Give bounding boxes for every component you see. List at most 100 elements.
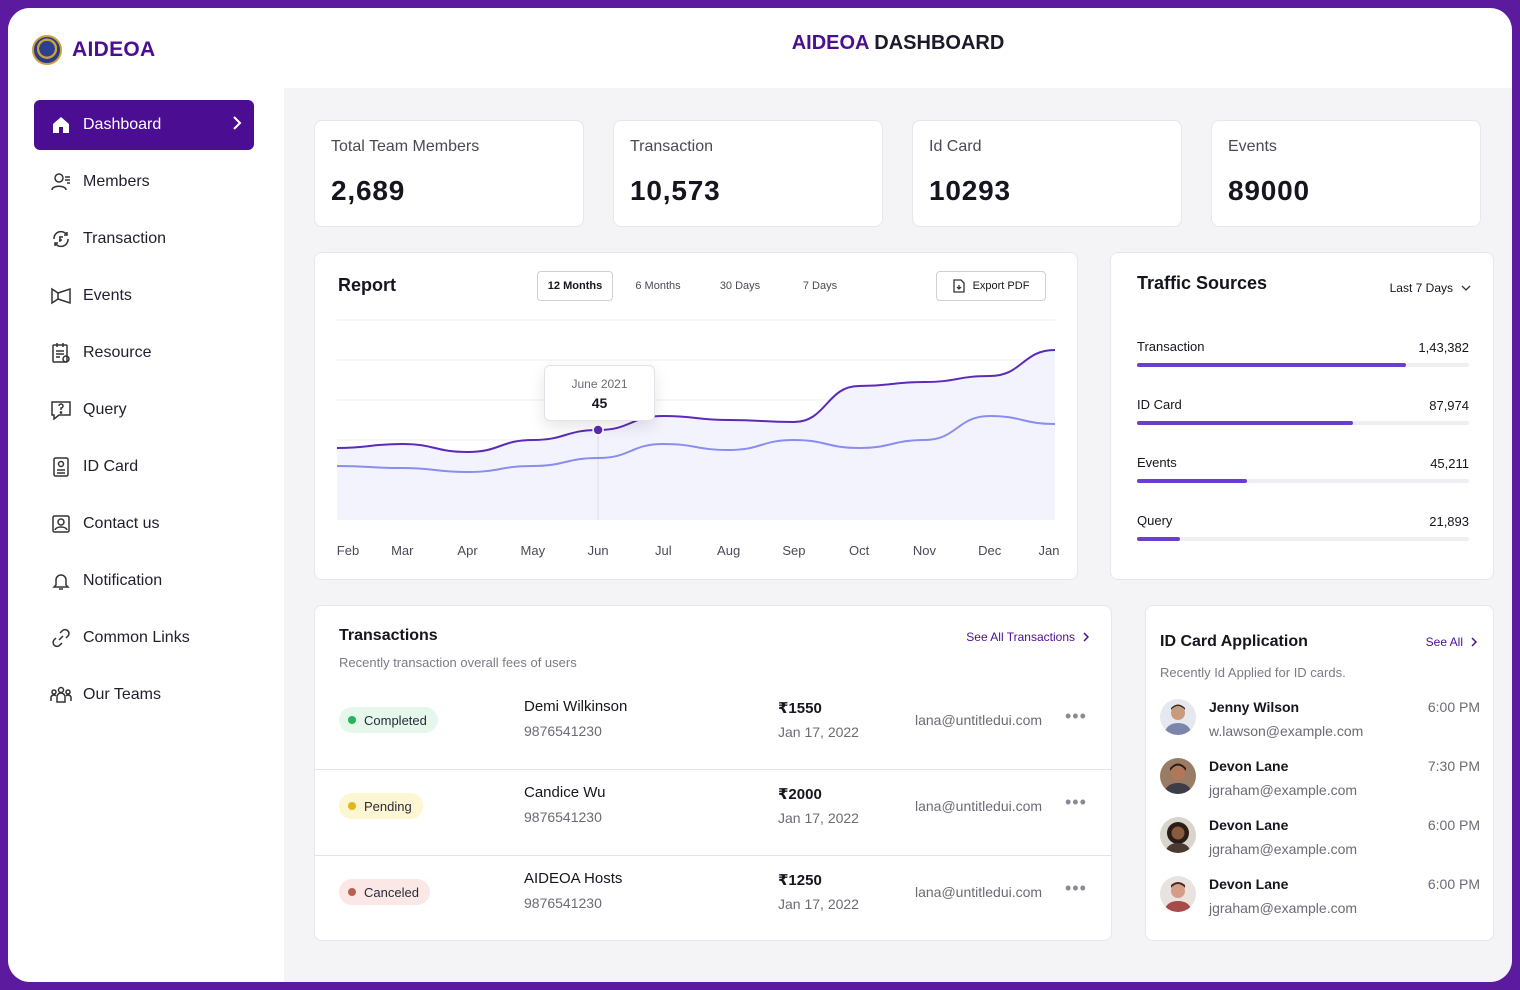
tx-amount: ₹2000 <box>778 786 822 803</box>
list-item[interactable]: Devon Lane jgraham@example.com 6:00 PM <box>1160 876 1480 926</box>
sidebar-item-label: Contact us <box>83 515 160 532</box>
sidebar-item-label: Events <box>83 287 132 304</box>
sidebar-item-id-card[interactable]: ID Card <box>34 442 254 492</box>
table-row[interactable]: Canceled AIDEOA Hosts 9876541230 ₹1250 J… <box>315 856 1111 942</box>
bell-icon <box>50 570 72 592</box>
stat-card-transaction[interactable]: Transaction 10,573 <box>613 120 883 227</box>
applicant-email: jgraham@example.com <box>1209 782 1358 798</box>
avatar <box>1160 699 1196 735</box>
tab-30-days[interactable]: 30 Days <box>719 280 761 292</box>
id-card-title: ID Card Application <box>1160 633 1308 650</box>
status-label: Pending <box>364 798 412 814</box>
tx-name: Candice Wu <box>524 784 606 801</box>
stat-card-events[interactable]: Events 89000 <box>1211 120 1481 227</box>
tx-name: Demi Wilkinson <box>524 698 628 715</box>
chart-series-line-a <box>336 349 1056 454</box>
see-all-id-cards-link[interactable]: See All <box>1426 635 1477 649</box>
app-window: AIDEOA Dashboard Members <box>8 8 1512 982</box>
page-title: AIDEOA DASHBOARD <box>284 32 1512 55</box>
see-all-label: See All <box>1425 635 1463 649</box>
sidebar-item-contact-us[interactable]: Contact us <box>34 499 254 549</box>
sidebar-item-resource[interactable]: Resource <box>34 328 254 378</box>
report-line-chart[interactable] <box>315 253 1079 581</box>
tx-date: Jan 17, 2022 <box>778 810 859 826</box>
traffic-bar-fill <box>1137 537 1181 541</box>
chevron-right-icon <box>1083 632 1089 642</box>
sidebar-item-common-links[interactable]: Common Links <box>34 613 254 663</box>
members-icon <box>50 171 72 193</box>
list-item[interactable]: Jenny Wilson w.lawson@example.com 6:00 P… <box>1160 699 1480 749</box>
list-item[interactable]: Devon Lane jgraham@example.com 6:00 PM <box>1160 817 1480 867</box>
more-options-icon[interactable]: ••• <box>1065 878 1087 898</box>
traffic-value: 87,974 <box>1429 398 1469 413</box>
stat-value: 2,689 <box>331 175 406 206</box>
logo[interactable]: AIDEOA <box>32 35 155 65</box>
more-options-icon[interactable]: ••• <box>1065 706 1087 726</box>
tx-phone: 9876541230 <box>524 895 602 911</box>
applicant-name: Devon Lane <box>1209 876 1289 892</box>
tx-amount: ₹1550 <box>778 700 822 717</box>
traffic-value: 45,211 <box>1430 456 1469 471</box>
megaphone-icon <box>50 285 72 307</box>
traffic-label: Events <box>1137 455 1177 470</box>
traffic-bar-fill <box>1137 363 1406 367</box>
stat-card-members[interactable]: Total Team Members 2,689 <box>314 120 584 227</box>
tx-email: lana@untitledui.com <box>915 798 1043 814</box>
sidebar-item-label: Our Teams <box>83 686 161 703</box>
stat-card-id-card[interactable]: Id Card 10293 <box>912 120 1182 227</box>
tooltip-value: 45 <box>591 395 608 411</box>
resource-icon <box>50 342 72 364</box>
logo-text: AIDEOA <box>72 38 156 61</box>
chart-highlight-point[interactable] <box>592 424 604 436</box>
chevron-down-icon <box>1461 285 1471 291</box>
report-title: Report <box>338 275 396 295</box>
status-dot <box>348 716 356 724</box>
traffic-value: 21,893 <box>1429 514 1469 529</box>
sidebar-item-query[interactable]: Query <box>34 385 254 435</box>
sidebar-item-events[interactable]: Events <box>34 271 254 321</box>
tab-6-months[interactable]: 6 Months <box>635 280 681 292</box>
traffic-value: 1,43,382 <box>1418 340 1469 355</box>
sidebar-item-transaction[interactable]: Transaction <box>34 214 254 264</box>
sidebar-item-members[interactable]: Members <box>34 157 254 207</box>
sidebar-item-our-teams[interactable]: Our Teams <box>34 670 254 720</box>
sidebar-item-notification[interactable]: Notification <box>34 556 254 606</box>
tx-email: lana@untitledui.com <box>915 712 1043 728</box>
status-dot <box>348 802 356 810</box>
table-row[interactable]: Pending Candice Wu 9876541230 ₹2000 Jan … <box>315 770 1111 856</box>
see-all-transactions-label: See All Transactions <box>966 630 1075 644</box>
chevron-right-icon <box>232 115 242 136</box>
sidebar-item-dashboard[interactable]: Dashboard <box>34 100 254 150</box>
traffic-bar-fill <box>1137 479 1247 483</box>
stat-label: Events <box>1228 138 1277 155</box>
list-item[interactable]: Devon Lane jgraham@example.com 7:30 PM <box>1160 758 1480 808</box>
tx-name: AIDEOA Hosts <box>524 870 623 887</box>
sidebar-item-label: Resource <box>83 344 152 361</box>
sidebar-item-label: Dashboard <box>83 116 162 133</box>
x-axis-label: Dec <box>978 543 1002 558</box>
see-all-transactions-link[interactable]: See All Transactions <box>966 630 1089 644</box>
x-axis-label: Jun <box>587 543 609 558</box>
tab-12-months[interactable]: 12 Months <box>537 271 613 301</box>
x-axis-label: Oct <box>849 543 870 558</box>
sidebar-item-label: Query <box>83 401 127 418</box>
avatar <box>1160 758 1196 794</box>
main-content: Total Team Members 2,689 Transaction 10,… <box>284 88 1512 982</box>
id-card-subtitle: Recently Id Applied for ID cards. <box>1160 665 1346 680</box>
status-badge: Canceled <box>339 879 430 905</box>
export-pdf-button[interactable]: Export PDF <box>936 271 1046 301</box>
tx-email: lana@untitledui.com <box>915 884 1043 900</box>
stat-label: Id Card <box>929 138 982 155</box>
tx-amount: ₹1250 <box>778 872 822 889</box>
table-row[interactable]: Completed Demi Wilkinson 9876541230 ₹155… <box>315 684 1111 770</box>
x-axis-label: Jul <box>655 543 672 558</box>
tab-7-days[interactable]: 7 Days <box>802 280 838 292</box>
stat-label: Total Team Members <box>331 138 480 155</box>
status-badge: Completed <box>339 707 438 733</box>
range-dropdown[interactable]: Last 7 Days <box>1390 281 1471 295</box>
chart-series-line-b <box>336 414 1056 474</box>
more-options-icon[interactable]: ••• <box>1065 792 1087 812</box>
sidebar-item-label: ID Card <box>83 458 139 475</box>
status-badge: Pending <box>339 793 423 819</box>
applied-time: 6:00 PM <box>1427 699 1480 715</box>
